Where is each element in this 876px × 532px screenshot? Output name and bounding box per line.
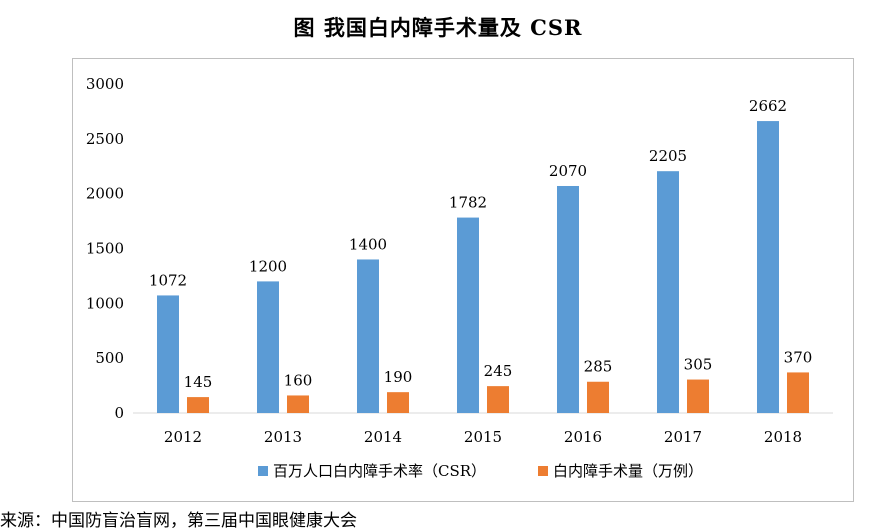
bar-surgeries bbox=[687, 379, 709, 413]
legend-swatch-surgeries bbox=[538, 466, 548, 476]
y-tick-label: 2000 bbox=[86, 185, 124, 203]
data-label-csr: 2205 bbox=[649, 147, 687, 165]
data-label-surgeries: 370 bbox=[784, 348, 813, 366]
legend-label-csr: 百万人口白内障手术率（CSR） bbox=[273, 462, 486, 480]
data-label-csr: 2070 bbox=[549, 162, 587, 180]
data-label-csr: 2662 bbox=[749, 97, 787, 115]
bar-surgeries bbox=[787, 372, 809, 413]
bar-surgeries bbox=[287, 395, 309, 413]
bar-surgeries bbox=[587, 381, 609, 413]
data-label-csr: 1782 bbox=[449, 194, 487, 212]
y-tick-label: 3000 bbox=[86, 75, 124, 93]
x-tick-label: 2013 bbox=[264, 428, 302, 446]
y-tick-label: 500 bbox=[95, 349, 124, 367]
x-tick-label: 2015 bbox=[464, 428, 502, 446]
y-tick-label: 1000 bbox=[86, 294, 124, 312]
data-label-csr: 1400 bbox=[349, 235, 387, 253]
legend-label-surgeries: 白内障手术量（万例） bbox=[553, 462, 703, 480]
bars bbox=[157, 121, 809, 414]
y-tick-label: 0 bbox=[114, 404, 124, 422]
bar-csr bbox=[157, 295, 179, 413]
bar-surgeries bbox=[387, 392, 409, 413]
bar-csr bbox=[557, 185, 579, 413]
data-label-csr: 1072 bbox=[149, 271, 187, 289]
data-label-csr: 1200 bbox=[249, 257, 287, 275]
y-tick-label: 1500 bbox=[86, 240, 124, 258]
bar-surgeries bbox=[187, 397, 209, 413]
bar-csr bbox=[757, 121, 779, 414]
x-tick-label: 2016 bbox=[564, 428, 602, 446]
x-tick-label: 2017 bbox=[664, 428, 702, 446]
data-label-surgeries: 190 bbox=[384, 368, 413, 386]
data-label-surgeries: 285 bbox=[584, 358, 613, 376]
bar-csr bbox=[657, 171, 679, 413]
data-label-surgeries: 245 bbox=[484, 362, 513, 380]
x-axis-ticks: 2012 2013 2014 2015 2016 2017 2018 bbox=[164, 428, 802, 446]
x-tick-label: 2018 bbox=[764, 428, 802, 446]
chart-frame bbox=[72, 58, 854, 502]
data-label-surgeries: 145 bbox=[184, 373, 213, 391]
y-tick-label: 2500 bbox=[86, 130, 124, 148]
y-axis-ticks: 0 500 1000 1500 2000 2500 3000 bbox=[86, 75, 124, 422]
bar-csr bbox=[357, 259, 379, 413]
chart-title: 图 我国白内障手术量及 CSR bbox=[293, 15, 583, 40]
bar-csr bbox=[457, 217, 479, 413]
x-tick-label: 2014 bbox=[364, 428, 402, 446]
data-label-surgeries: 305 bbox=[684, 356, 713, 374]
source-note: 来源：中国防盲治盲网，第三届中国眼健康大会 bbox=[0, 511, 357, 531]
x-tick-label: 2012 bbox=[164, 428, 202, 446]
bar-csr bbox=[257, 281, 279, 413]
bar-surgeries bbox=[487, 386, 509, 413]
legend-swatch-csr bbox=[258, 466, 268, 476]
data-label-surgeries: 160 bbox=[284, 371, 313, 389]
data-labels: 1072 145 1200 160 1400 190 1782 245 2070 285 2205 3… bbox=[149, 97, 812, 391]
legend: 百万人口白内障手术率（CSR） 白内障手术量（万例） bbox=[258, 462, 703, 480]
